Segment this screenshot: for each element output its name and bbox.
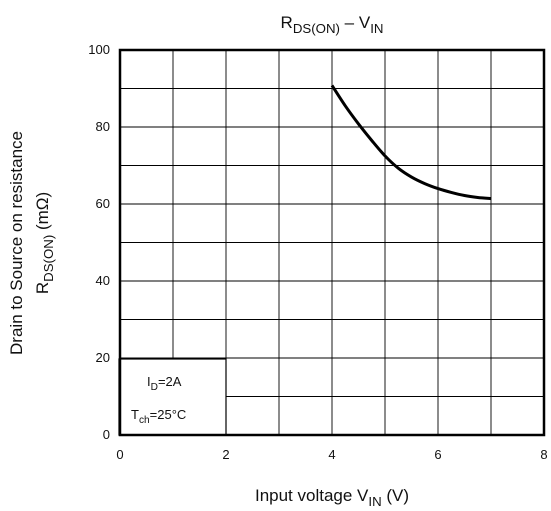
x-tick-label: 4 xyxy=(328,447,335,462)
conditions-box: ID=2A Tch=25°C xyxy=(118,358,227,436)
y-tick-label: 60 xyxy=(96,196,110,211)
y-axis-label-line1: Drain to Source on resistance xyxy=(7,131,26,355)
y-tick-label: 20 xyxy=(96,350,110,365)
x-tick-label: 2 xyxy=(222,447,229,462)
conditions-box-frame xyxy=(118,358,227,436)
x-tick-label: 6 xyxy=(434,447,441,462)
x-tick-label: 8 xyxy=(540,447,547,462)
x-tick-label: 0 xyxy=(116,447,123,462)
chart-title: RDS(ON) – VIN xyxy=(281,13,384,36)
series-line-rds-on xyxy=(330,84,492,201)
y-tick-label: 100 xyxy=(88,42,110,57)
y-tick-label: 80 xyxy=(96,119,110,134)
condition-tch: Tch=25°C xyxy=(131,407,186,426)
y-axis-label: Drain to Source on resistance RDS(ON) (m… xyxy=(7,131,56,355)
y-axis-label-line2: RDS(ON) (mΩ) xyxy=(33,192,56,294)
y-tick-label: 40 xyxy=(96,273,110,288)
plot-frame xyxy=(118,48,546,437)
y-tick-label: 0 xyxy=(103,427,110,442)
x-axis-label: Input voltage VIN (V) xyxy=(255,486,409,509)
condition-id: ID=2A xyxy=(147,374,182,393)
